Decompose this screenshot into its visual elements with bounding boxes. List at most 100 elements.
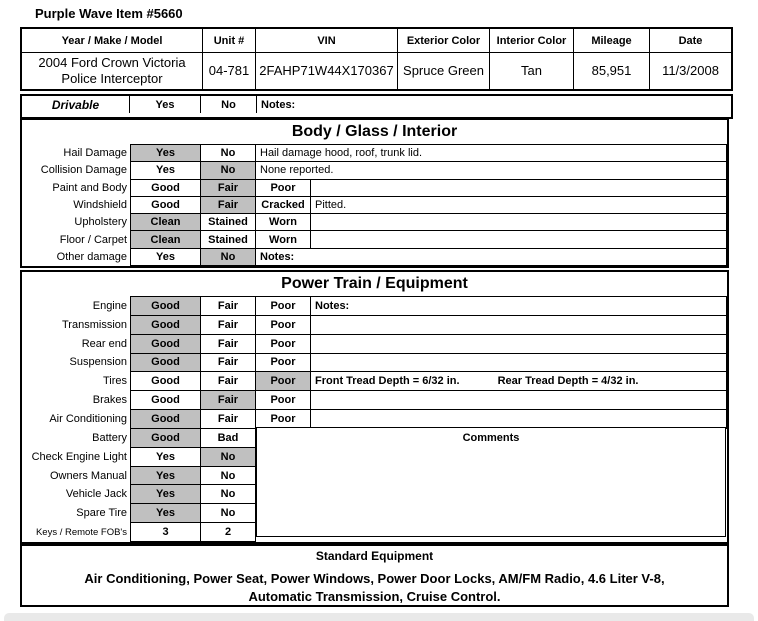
table-row-hail-damage: Hail Damage Yes No Hail damage hood, roo… bbox=[22, 144, 727, 163]
table-row-transmission: Transmission Good Fair Poor bbox=[22, 314, 727, 335]
standard-equipment-line2: Automatic Transmission, Cruise Control. bbox=[248, 589, 501, 604]
option-cell-good[interactable]: Good bbox=[130, 296, 201, 316]
option-cell-good[interactable]: Good bbox=[130, 352, 201, 373]
option-cell-no[interactable]: No bbox=[200, 247, 256, 266]
option-cell-clean[interactable]: Clean bbox=[130, 230, 201, 249]
option-cell-good[interactable]: Good bbox=[130, 371, 201, 392]
drivable-label: Drivable bbox=[22, 96, 130, 113]
option-cell-no[interactable]: No bbox=[200, 465, 256, 486]
notes-cell[interactable] bbox=[310, 409, 727, 429]
option-cell-good[interactable]: Good bbox=[130, 390, 201, 411]
drivable-option-no[interactable]: No bbox=[201, 96, 257, 113]
notes-cell[interactable]: Front Tread Depth = 6/32 in. Rear Tread … bbox=[310, 371, 727, 392]
option-cell-poor[interactable]: Poor bbox=[255, 352, 311, 373]
option-cell-worn[interactable]: Worn bbox=[255, 213, 311, 232]
value-vin: 2FAHP71W44X170367 bbox=[256, 53, 398, 89]
option-cell-no[interactable]: No bbox=[200, 144, 256, 163]
option-cell-good[interactable]: Good bbox=[130, 333, 201, 354]
comments-area[interactable]: Comments bbox=[256, 427, 726, 537]
drivable-row: Drivable Yes No Notes: bbox=[20, 94, 733, 119]
notes-cell[interactable] bbox=[310, 178, 727, 197]
option-cell-good[interactable]: Good bbox=[130, 314, 201, 335]
option-cell-poor[interactable]: Poor bbox=[255, 178, 311, 197]
table-row-windshield: Windshield Good Fair Cracked Pitted. bbox=[22, 195, 727, 215]
option-cell-good[interactable]: Good bbox=[130, 195, 201, 215]
option-cell-poor[interactable]: Poor bbox=[255, 314, 311, 335]
option-cell-yes[interactable]: Yes bbox=[130, 161, 201, 180]
notes-cell[interactable] bbox=[310, 352, 727, 373]
notes-cell[interactable] bbox=[310, 213, 727, 232]
option-cell-cracked[interactable]: Cracked bbox=[255, 195, 311, 215]
row-label: Check Engine Light bbox=[31, 450, 127, 463]
drivable-notes-cell[interactable]: Notes: bbox=[261, 98, 296, 111]
power-train-equipment-section: Power Train / Equipment Engine Good Fair… bbox=[20, 270, 729, 544]
option-cell-fair[interactable]: Fair bbox=[200, 390, 256, 411]
row-label: Hail Damage bbox=[63, 147, 127, 160]
notes-cell[interactable] bbox=[310, 390, 727, 411]
option-cell-stained[interactable]: Stained bbox=[200, 213, 256, 232]
row-label: Floor / Carpet bbox=[59, 233, 127, 246]
front-tread-depth: Front Tread Depth = 6/32 in. bbox=[315, 375, 460, 388]
option-cell-poor[interactable]: Poor bbox=[255, 333, 311, 354]
table-row-upholstery: Upholstery Clean Stained Worn bbox=[22, 213, 727, 232]
section-title-power-train-equipment: Power Train / Equipment bbox=[281, 275, 468, 292]
header-exterior-color: Exterior Color bbox=[398, 29, 490, 53]
option-cell-yes[interactable]: Yes bbox=[130, 484, 201, 505]
option-cell-bad[interactable]: Bad bbox=[200, 427, 256, 448]
table-row-owners-manual: Owners Manual Yes No bbox=[22, 465, 727, 486]
option-cell-yes[interactable]: Yes bbox=[130, 247, 201, 266]
option-cell-yes[interactable]: Yes bbox=[130, 465, 201, 486]
option-cell-yes[interactable]: Yes bbox=[130, 503, 201, 524]
option-cell-clean[interactable]: Clean bbox=[130, 213, 201, 232]
option-cell-yes[interactable]: Yes bbox=[130, 446, 201, 467]
fobs-count-cell[interactable]: 2 bbox=[200, 522, 256, 542]
option-cell-poor[interactable]: Poor bbox=[255, 409, 311, 429]
option-cell-poor[interactable]: Poor bbox=[255, 371, 311, 392]
comments-label: Comments bbox=[462, 432, 520, 444]
standard-equipment-text: Air Conditioning, Power Seat, Power Wind… bbox=[22, 570, 727, 606]
table-row-engine: Engine Good Fair Poor Notes: bbox=[22, 296, 727, 316]
option-cell-stained[interactable]: Stained bbox=[200, 230, 256, 249]
row-label: Paint and Body bbox=[52, 181, 127, 194]
option-cell-good[interactable]: Good bbox=[130, 427, 201, 448]
option-cell-fair[interactable]: Fair bbox=[200, 296, 256, 316]
row-label: Windshield bbox=[73, 198, 127, 211]
header-date: Date bbox=[650, 29, 731, 53]
option-cell-fair[interactable]: Fair bbox=[200, 178, 256, 197]
row-label: Tires bbox=[102, 375, 127, 388]
row-label: Keys / Remote FOB's bbox=[35, 526, 127, 538]
option-cell-worn[interactable]: Worn bbox=[255, 230, 311, 249]
option-cell-good[interactable]: Good bbox=[130, 409, 201, 429]
option-cell-fair[interactable]: Fair bbox=[200, 352, 256, 373]
option-cell-no[interactable]: No bbox=[200, 503, 256, 524]
option-cell-fair[interactable]: Fair bbox=[200, 333, 256, 354]
option-cell-poor[interactable]: Poor bbox=[255, 296, 311, 316]
option-cell-yes[interactable]: Yes bbox=[130, 144, 201, 163]
notes-cell[interactable]: Hail damage hood, roof, trunk lid. bbox=[255, 144, 727, 163]
body-rows: Hail Damage Yes No Hail damage hood, roo… bbox=[22, 144, 727, 266]
option-cell-fair[interactable]: Fair bbox=[200, 314, 256, 335]
option-cell-no[interactable]: No bbox=[200, 446, 256, 467]
notes-cell[interactable] bbox=[310, 333, 727, 354]
notes-cell[interactable]: Pitted. bbox=[310, 195, 727, 215]
notes-cell[interactable]: None reported. bbox=[255, 161, 727, 180]
row-label: Transmission bbox=[62, 318, 127, 331]
notes-cell[interactable]: Notes: bbox=[255, 247, 727, 266]
table-row-collision-damage: Collision Damage Yes No None reported. bbox=[22, 161, 727, 180]
option-cell-fair[interactable]: Fair bbox=[200, 195, 256, 215]
option-cell-good[interactable]: Good bbox=[130, 178, 201, 197]
notes-cell[interactable] bbox=[310, 230, 727, 249]
notes-cell[interactable]: Notes: bbox=[310, 296, 727, 316]
header-year-make-model: Year / Make / Model bbox=[22, 29, 203, 53]
notes-cell[interactable] bbox=[310, 314, 727, 335]
keys-count-cell[interactable]: 3 bbox=[130, 522, 201, 542]
option-cell-poor[interactable]: Poor bbox=[255, 390, 311, 411]
section-title-body-glass-interior: Body / Glass / Interior bbox=[291, 123, 458, 140]
row-label: Collision Damage bbox=[40, 164, 127, 177]
option-cell-no[interactable]: No bbox=[200, 161, 256, 180]
option-cell-fair[interactable]: Fair bbox=[200, 371, 256, 392]
drivable-option-yes[interactable]: Yes bbox=[130, 96, 201, 113]
option-cell-fair[interactable]: Fair bbox=[200, 409, 256, 429]
option-cell-no[interactable]: No bbox=[200, 484, 256, 505]
value-year-make-model: 2004 Ford Crown Victoria Police Intercep… bbox=[22, 53, 203, 89]
